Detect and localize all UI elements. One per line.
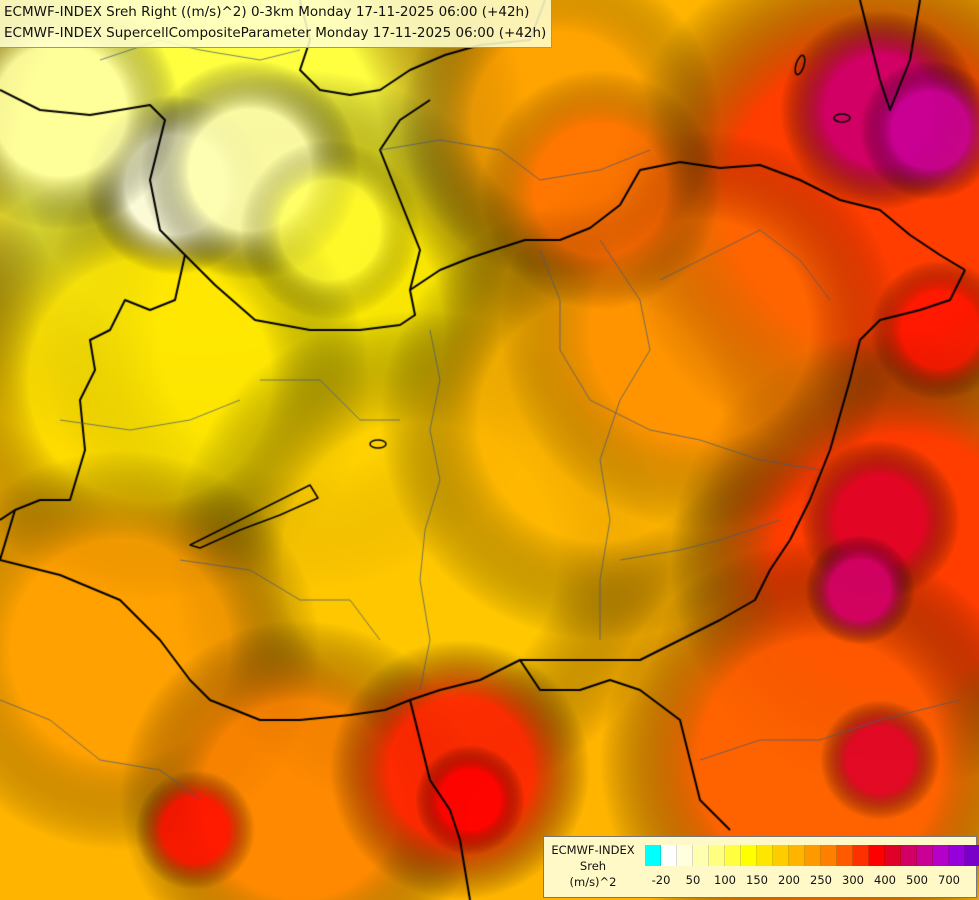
- legend-swatch: [933, 845, 949, 866]
- legend-swatch: [645, 845, 661, 866]
- legend-color-bar: [645, 845, 979, 866]
- map-title-box: ECMWF-INDEX Sreh Right ((m/s)^2) 0-3km M…: [0, 0, 553, 48]
- legend-tick: 700: [938, 873, 960, 887]
- title-line-scp: ECMWF-INDEX SupercellCompositeParameter …: [4, 25, 547, 41]
- legend-tick: 300: [842, 873, 864, 887]
- legend-swatch: [789, 845, 805, 866]
- legend-swatch: [757, 845, 773, 866]
- legend-swatch: [741, 845, 757, 866]
- legend-swatch: [821, 845, 837, 866]
- legend-tick: 150: [746, 873, 768, 887]
- legend-swatch: [885, 845, 901, 866]
- legend-swatch: [693, 845, 709, 866]
- legend-title-param: Sreh: [579, 859, 607, 873]
- legend-swatch: [917, 845, 933, 866]
- title-line-sreh: ECMWF-INDEX Sreh Right ((m/s)^2) 0-3km M…: [4, 4, 530, 20]
- legend-tick: -20: [651, 873, 671, 887]
- legend-swatch: [805, 845, 821, 866]
- legend-title-unit: (m/s)^2: [569, 875, 617, 889]
- color-legend: ECMWF-INDEX Sreh (m/s)^2 -20 50 100 150 200 2…: [543, 836, 979, 898]
- legend-swatch: [869, 845, 885, 866]
- legend-tick-labels: -20 50 100 150 200 250 300 400 500 700: [645, 873, 971, 889]
- legend-tick: 250: [810, 873, 832, 887]
- legend-swatch: [901, 845, 917, 866]
- legend-swatch: [965, 845, 979, 866]
- legend-swatch: [677, 845, 693, 866]
- legend-swatch: [853, 845, 869, 866]
- legend-swatch: [725, 845, 741, 866]
- legend-tick: 200: [778, 873, 800, 887]
- legend-tick: 50: [685, 873, 701, 887]
- legend-swatch: [949, 845, 965, 866]
- legend-tick: 400: [874, 873, 896, 887]
- legend-swatch: [837, 845, 853, 866]
- legend-tick: 500: [906, 873, 928, 887]
- legend-swatch: [661, 845, 677, 866]
- legend-title-model: ECMWF-INDEX: [551, 843, 635, 857]
- legend-title: ECMWF-INDEX Sreh (m/s)^2: [544, 842, 642, 890]
- legend-swatch: [773, 845, 789, 866]
- legend-swatch: [709, 845, 725, 866]
- legend-tick: 100: [714, 873, 736, 887]
